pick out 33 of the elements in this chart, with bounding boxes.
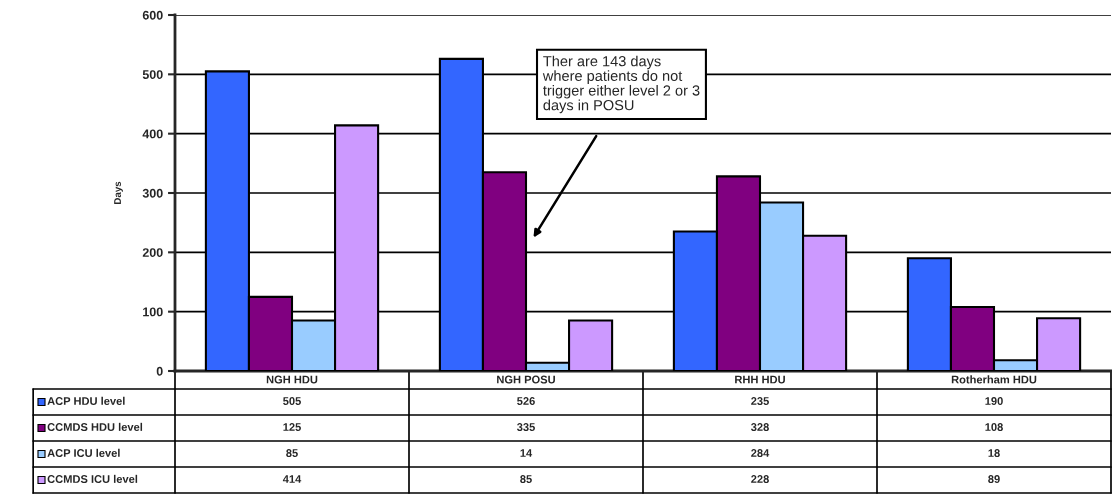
data-label: 14 <box>520 449 533 457</box>
y-tick-label: 400 <box>142 129 163 139</box>
x-tick-label: Rotherham HDU <box>951 375 1037 384</box>
data-label: 18 <box>988 449 1000 457</box>
data-label: 505 <box>283 397 301 405</box>
data-label: 526 <box>517 397 535 405</box>
data-label: 284 <box>751 449 770 457</box>
data-label: 85 <box>286 449 298 457</box>
x-tick-label: NGH POSU <box>497 375 555 384</box>
legend-label: CCMDS HDU level <box>47 422 143 431</box>
data-label: 335 <box>516 423 535 431</box>
y-tick-label: 0 <box>156 366 163 376</box>
x-tick-label: RHH HDU <box>735 375 785 384</box>
legend-label: CCMDS ICU level <box>47 474 138 483</box>
y-tick-label: 500 <box>142 70 163 79</box>
data-label: 85 <box>520 475 532 483</box>
data-label: 190 <box>985 397 1003 405</box>
data-label: 414 <box>282 475 302 483</box>
data-label: 89 <box>988 475 1000 483</box>
legend-label: ACP HDU level <box>47 396 125 405</box>
y-tick-label: 600 <box>142 10 163 20</box>
data-label: 328 <box>750 423 769 431</box>
data-label: 125 <box>283 423 301 431</box>
annotation: Ther are 143 days where patients do not trigger either level 2 or 3 days in POSU <box>542 55 700 114</box>
y-tick-label: 200 <box>142 248 163 257</box>
legend-label: ACP ICU level <box>47 448 120 457</box>
data-label: 228 <box>751 475 769 483</box>
y-axis-title: Days <box>114 181 123 204</box>
y-tick-label: 100 <box>143 307 163 317</box>
data-label: 235 <box>751 397 769 405</box>
data-label: 108 <box>985 423 1003 431</box>
x-tick-label: NGH HDU <box>266 375 318 384</box>
y-tick-label: 300 <box>142 188 163 198</box>
